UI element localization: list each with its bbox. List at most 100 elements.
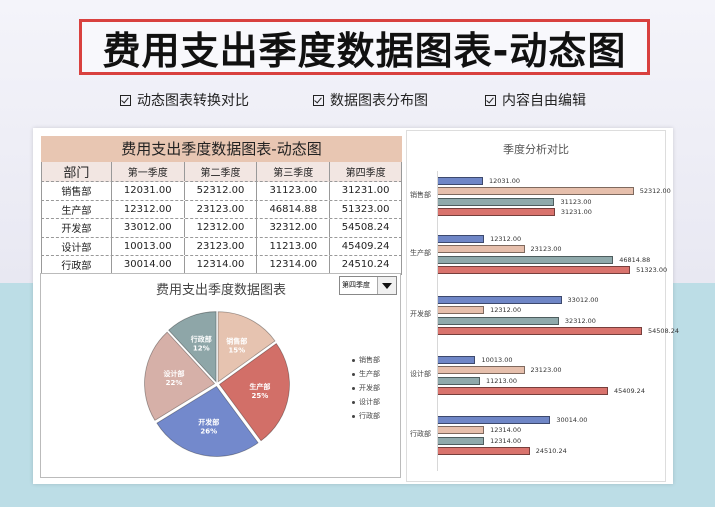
table-cell[interactable]: 46814.88	[257, 200, 331, 218]
legend-item: 开发部	[352, 381, 380, 395]
category-label: 行政部	[410, 430, 431, 438]
bar-value-label: 23123.00	[530, 245, 562, 254]
column-header: 第一季度	[112, 162, 185, 181]
bar[interactable]	[438, 386, 608, 395]
pie-data-label: 开发部	[198, 418, 219, 427]
bar-value-label: 30014.00	[556, 416, 588, 424]
chevron-down-icon	[382, 282, 392, 289]
pie-data-label: 行政部	[190, 335, 212, 344]
table-cell[interactable]: 23123.00	[185, 237, 258, 255]
column-header: 第四季度	[330, 162, 402, 181]
bar[interactable]	[438, 245, 525, 254]
checkbox-icon	[313, 94, 324, 106]
pie-data-label: 15%	[228, 346, 245, 354]
pie-data-label: 25%	[251, 392, 268, 400]
table-cell[interactable]: 开发部	[42, 219, 112, 237]
legend-label: 销售部	[359, 356, 380, 364]
pie-data-label: 生产部	[249, 382, 270, 391]
feature-item: 数据图表分布图	[313, 90, 428, 110]
table-cell[interactable]: 31123.00	[257, 182, 331, 200]
bar[interactable]	[438, 316, 559, 325]
bar[interactable]	[438, 426, 485, 435]
table-cell[interactable]: 23123.00	[185, 200, 258, 218]
feature-item: 内容自由编辑	[485, 90, 586, 110]
bar-value-label: 12312.00	[490, 235, 522, 243]
table-cell[interactable]: 30014.00	[112, 256, 185, 274]
table-row: 生产部 12312.00 23123.00 46814.88 51323.00	[41, 200, 402, 219]
bar[interactable]	[438, 306, 485, 315]
table-cell[interactable]: 45409.24	[330, 237, 402, 255]
table-cell[interactable]: 52312.00	[185, 182, 258, 200]
legend-marker-icon	[352, 386, 355, 390]
bar-value-label: 32312.00	[564, 316, 596, 325]
table-cell[interactable]: 12312.00	[112, 200, 185, 218]
bar[interactable]	[438, 436, 485, 445]
table-cell[interactable]: 24510.24	[330, 256, 402, 274]
bar[interactable]	[438, 296, 562, 304]
bar[interactable]	[438, 187, 634, 196]
legend-marker-icon	[352, 358, 355, 362]
pie-data-label: 26%	[200, 428, 217, 436]
table-cell[interactable]: 11213.00	[257, 237, 331, 255]
bar[interactable]	[438, 416, 551, 424]
table-title: 费用支出季度数据图表-动态图	[41, 136, 402, 162]
bar[interactable]	[438, 376, 480, 385]
table-cell[interactable]: 12314.00	[257, 256, 331, 274]
checkbox-icon	[485, 94, 496, 106]
bar[interactable]	[438, 235, 485, 243]
feature-label: 内容自由编辑	[502, 93, 586, 109]
pie-data-label: 12%	[193, 345, 210, 353]
table-cell[interactable]: 33012.00	[112, 219, 185, 237]
table-cell[interactable]: 31231.00	[330, 182, 402, 200]
category-label: 设计部	[410, 370, 431, 378]
pie-slice[interactable]	[168, 311, 217, 383]
bar[interactable]	[438, 197, 555, 206]
dropdown-value: 第四季度	[342, 281, 370, 289]
feature-list: 动态图表转换对比 数据图表分布图 内容自由编辑	[0, 90, 715, 112]
table-cell[interactable]: 销售部	[42, 182, 112, 200]
bar-value-label: 51323.00	[636, 265, 668, 274]
table-row: 设计部 10013.00 23123.00 11213.00 45409.24	[41, 237, 402, 256]
bar[interactable]	[438, 207, 555, 216]
dropdown-arrow-button[interactable]	[377, 277, 396, 294]
table-cell[interactable]: 生产部	[42, 200, 112, 218]
bar[interactable]	[438, 255, 614, 264]
bar-value-label: 23123.00	[530, 366, 562, 375]
table-cell[interactable]: 行政部	[42, 256, 112, 274]
bar[interactable]	[438, 326, 642, 335]
pie-slice[interactable]	[217, 311, 276, 383]
pie-slice[interactable]	[156, 385, 259, 457]
bar-value-label: 24510.24	[535, 446, 567, 455]
data-table: 费用支出季度数据图表-动态图 部门 第一季度 第二季度 第三季度 第四季度 销售…	[41, 136, 402, 275]
table-cell[interactable]: 设计部	[42, 237, 112, 255]
bar-chart-panel: 季度分析对比 12031.00 52312.00 31123.00 31231.00 1…	[406, 130, 679, 482]
pie-slice[interactable]	[218, 343, 290, 442]
table-cell[interactable]: 10013.00	[112, 237, 185, 255]
table-cell[interactable]: 12312.00	[185, 219, 258, 237]
table-cell[interactable]: 12314.00	[185, 256, 258, 274]
bar[interactable]	[438, 177, 484, 185]
pie-legend: 销售部 生产部 开发部 设计部 行政部	[352, 353, 380, 423]
pie-slice[interactable]	[144, 331, 216, 421]
bar[interactable]	[438, 366, 525, 375]
bar-value-label: 12314.00	[490, 436, 522, 445]
bar[interactable]	[438, 446, 530, 455]
feature-item: 动态图表转换对比	[120, 90, 249, 110]
table-cell[interactable]: 54508.24	[330, 219, 402, 237]
table-cell[interactable]: 12031.00	[112, 182, 185, 200]
table-row: 销售部 12031.00 52312.00 31123.00 31231.00	[41, 182, 402, 201]
quarter-select-dropdown[interactable]: 第四季度	[339, 276, 397, 295]
legend-item: 生产部	[352, 367, 380, 381]
bar-value-label: 31123.00	[560, 197, 592, 206]
legend-marker-icon	[352, 400, 355, 404]
feature-label: 动态图表转换对比	[137, 93, 249, 109]
bar[interactable]	[438, 265, 631, 274]
bar[interactable]	[438, 356, 476, 364]
table-header-row: 部门 第一季度 第二季度 第三季度 第四季度	[41, 162, 402, 182]
legend-label: 开发部	[359, 384, 380, 392]
pie-chart-title: 费用支出季度数据图表	[155, 283, 286, 298]
legend-item: 销售部	[352, 353, 380, 367]
table-cell[interactable]: 32312.00	[257, 219, 331, 237]
headline-banner: 费用支出季度数据图表-动态图	[79, 19, 650, 75]
table-cell[interactable]: 51323.00	[330, 200, 402, 218]
